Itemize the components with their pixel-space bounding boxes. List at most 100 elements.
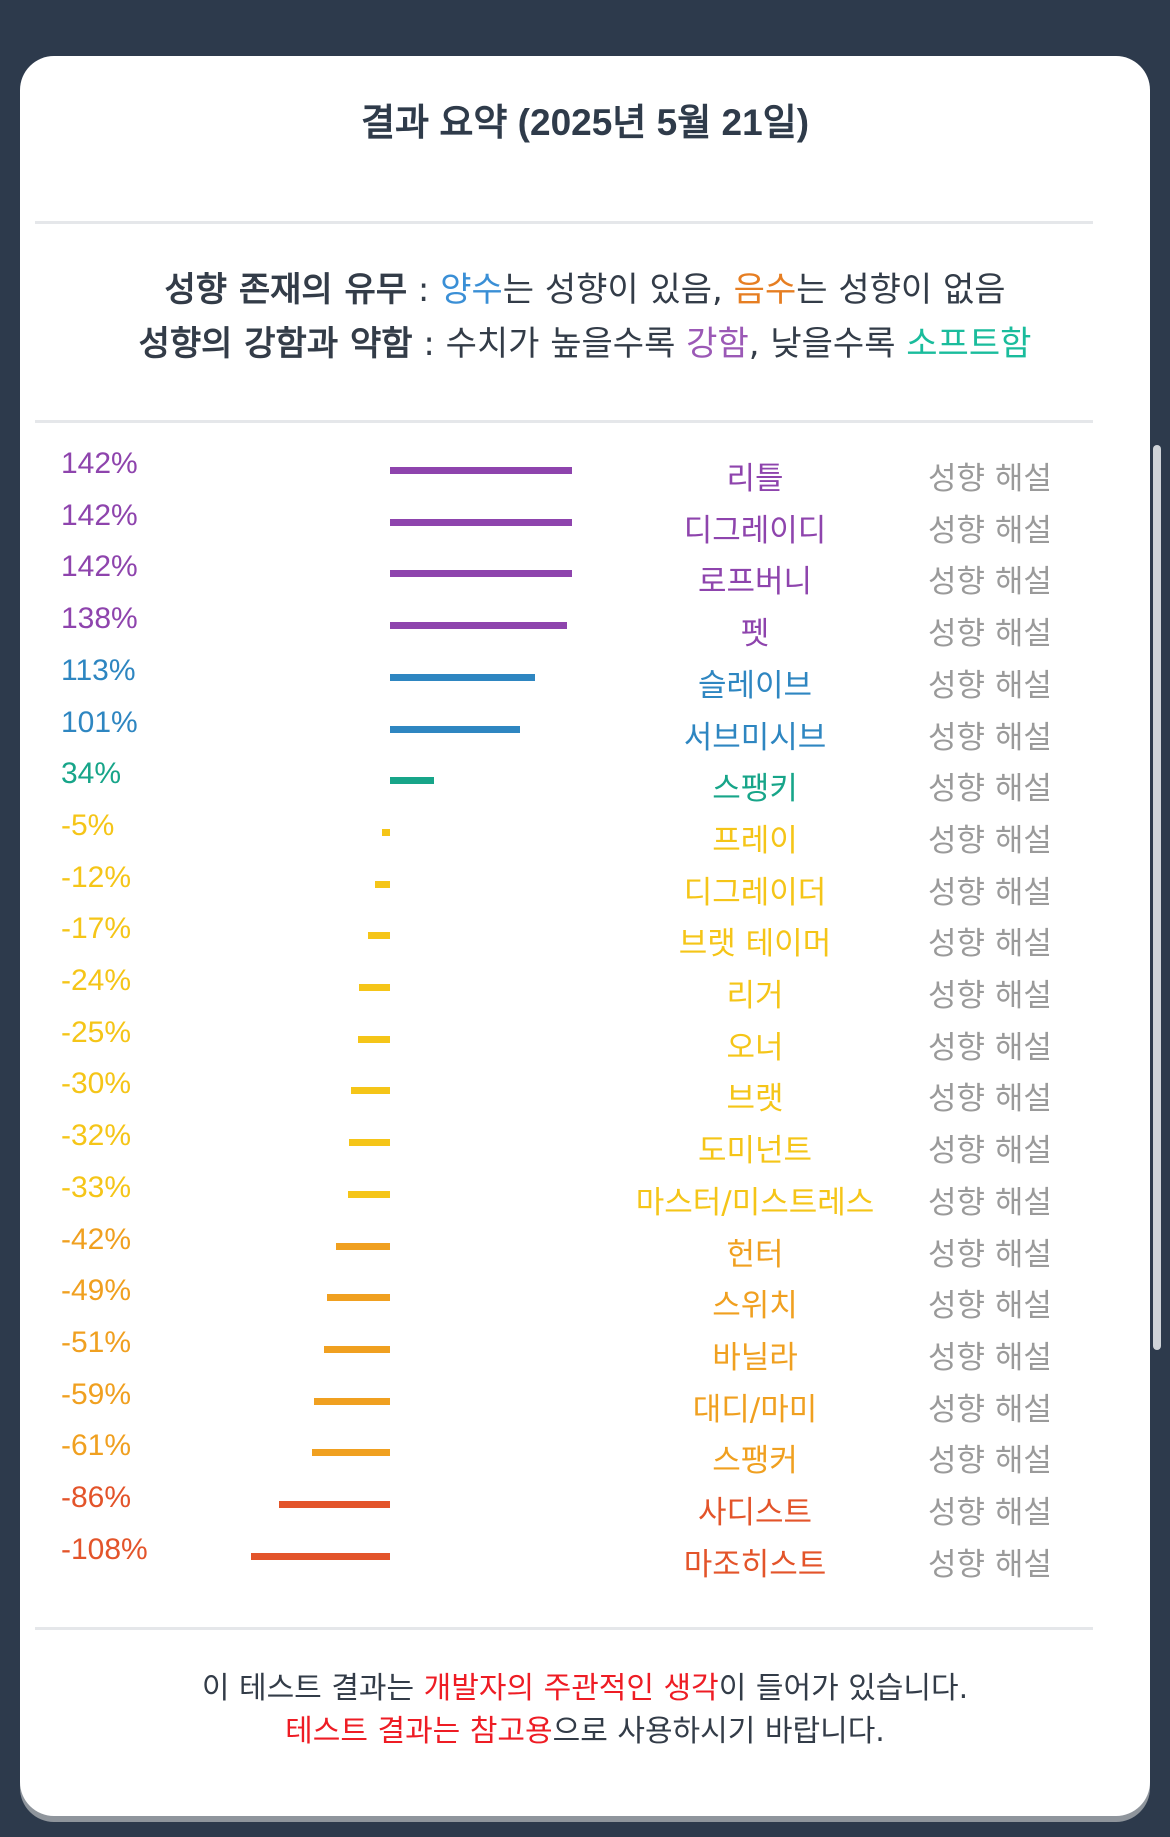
value-label: -108%	[61, 1532, 148, 1566]
description-link[interactable]: 성향 해설	[928, 1184, 1052, 1221]
category-label: 리거	[726, 978, 784, 1014]
footer-line-2: 테스트 결과는 참고용으로 사용하시기 바랍니다.	[0, 1710, 1170, 1753]
scrollbar[interactable]	[1153, 445, 1161, 1350]
footer-highlight: 개발자의 주관적인 생각	[423, 1671, 719, 1706]
description-link[interactable]: 성향 해설	[928, 1288, 1052, 1325]
description-link[interactable]: 성향 해설	[928, 926, 1052, 963]
value-label: -49%	[61, 1274, 132, 1308]
bar	[390, 518, 573, 526]
category-label: 브랫	[726, 1081, 784, 1118]
chart-row: 142% 리틀 성향 해설	[0, 447, 1170, 499]
description-link[interactable]: 성향 해설	[928, 512, 1052, 549]
bar	[374, 880, 390, 888]
description-link[interactable]: 성향 해설	[928, 1443, 1052, 1480]
description-link[interactable]: 성향 해설	[928, 771, 1052, 808]
value-label: 142%	[61, 498, 138, 532]
description-link[interactable]: 성향 해설	[928, 978, 1052, 1014]
footer-highlight: 테스트 결과는 참고용	[285, 1714, 553, 1749]
description-link[interactable]: 성향 해설	[928, 1495, 1052, 1531]
category-label: 마조히스트	[683, 1546, 827, 1583]
chart-row: -12% 디그레이더 성향 해설	[0, 861, 1170, 913]
bar	[251, 1552, 390, 1560]
description-link[interactable]: 성향 해설	[928, 667, 1052, 704]
chart-row: -49% 스위치 성향 해설	[0, 1274, 1170, 1326]
chart-row: -51% 바닐라 성향 해설	[0, 1326, 1170, 1378]
value-label: 138%	[61, 602, 138, 636]
legend-text: 는 성향이 있음,	[502, 270, 734, 310]
value-label: -86%	[61, 1481, 132, 1514]
category-label: 프레이	[712, 822, 798, 859]
description-link[interactable]: 성향 해설	[928, 1133, 1052, 1170]
description-link[interactable]: 성향 해설	[928, 461, 1052, 497]
legend-text: 수치가 높을수록	[445, 324, 687, 364]
category-label: 도미넌트	[697, 1133, 813, 1170]
value-label: 113%	[61, 653, 136, 687]
description-link[interactable]: 성향 해설	[928, 1546, 1052, 1583]
description-link[interactable]: 성향 해설	[928, 719, 1052, 756]
value-label: -32%	[61, 1119, 132, 1153]
description-link[interactable]: 성향 해설	[928, 1081, 1052, 1118]
legend-sep: :	[407, 270, 441, 310]
category-label: 바닐라	[712, 1339, 798, 1376]
result-card	[20, 56, 1150, 1816]
category-label: 서브미시브	[683, 719, 827, 756]
bar	[327, 1294, 390, 1302]
description-link[interactable]: 성향 해설	[928, 616, 1052, 653]
bar	[368, 932, 390, 940]
chart-row: -59% 대디/마미 성향 해설	[0, 1378, 1170, 1430]
legend-key-strength: 성향의 강함과 약함	[138, 324, 413, 364]
chart-row: -5% 프레이 성향 해설	[0, 809, 1170, 861]
legend-line-1: 성향 존재의 유무 : 양수는 성향이 있음, 음수는 성향이 없음	[0, 262, 1170, 311]
legend-positive: 양수	[440, 270, 503, 310]
bar	[359, 984, 390, 991]
footer-line-1: 이 테스트 결과는 개발자의 주관적인 생각이 들어가 있습니다.	[0, 1667, 1170, 1710]
chart-row: 142% 디그레이디 성향 해설	[0, 499, 1170, 551]
chart-row: -17% 브랫 테이머 성향 해설	[0, 912, 1170, 964]
description-link[interactable]: 성향 해설	[928, 874, 1052, 911]
footer-text: 이 테스트 결과는	[201, 1671, 424, 1706]
chart-row: -61% 스팽커 성향 해설	[0, 1429, 1170, 1481]
divider-bottom	[35, 1627, 1093, 1630]
category-label: 펫	[740, 616, 770, 653]
value-label: -51%	[61, 1325, 132, 1359]
chart-row: 34% 스팽키 성향 해설	[0, 757, 1170, 809]
bar	[390, 467, 573, 474]
chart-row: 138% 펫 성향 해설	[0, 602, 1170, 654]
value-label: -59%	[61, 1377, 132, 1411]
value-label: -25%	[61, 1015, 132, 1049]
chart-row: -33% 마스터/미스트레스 성향 해설	[0, 1171, 1170, 1223]
category-label: 리틀	[726, 461, 784, 497]
bar	[390, 777, 434, 785]
category-label: 오너	[726, 1029, 784, 1066]
bar	[279, 1501, 390, 1508]
chart-row: -42% 헌터 성향 해설	[0, 1223, 1170, 1275]
description-link[interactable]: 성향 해설	[928, 564, 1052, 601]
value-label: -30%	[61, 1067, 132, 1101]
chart-row: -25% 오너 성향 해설	[0, 1016, 1170, 1068]
legend-negative: 음수	[733, 270, 797, 310]
description-link[interactable]: 성향 해설	[928, 1236, 1052, 1273]
legend-text: 는 성향이 없음	[796, 270, 1006, 310]
value-label: -12%	[61, 860, 132, 894]
footer-note: 이 테스트 결과는 개발자의 주관적인 생각이 들어가 있습니다. 테스트 결과…	[0, 1667, 1170, 1753]
category-label: 스팽키	[712, 771, 798, 808]
chart-row: 101% 서브미시브 성향 해설	[0, 706, 1170, 758]
value-label: -17%	[61, 912, 132, 946]
legend-soft: 소프트함	[906, 324, 1032, 364]
value-label: -42%	[61, 1222, 132, 1256]
bar	[390, 570, 573, 578]
page-title: 결과 요약 (2025년 5월 21일)	[360, 102, 810, 143]
category-label: 대디/마미	[692, 1391, 818, 1428]
chart-row: -86% 사디스트 성향 해설	[0, 1481, 1170, 1533]
bar	[390, 622, 568, 630]
description-link[interactable]: 성향 해설	[928, 1339, 1052, 1376]
bar	[382, 828, 390, 836]
description-link[interactable]: 성향 해설	[928, 1391, 1052, 1428]
bar	[311, 1449, 390, 1457]
bar	[390, 673, 536, 681]
footer-text: 이 들어가 있습니다.	[718, 1671, 969, 1706]
description-link[interactable]: 성향 해설	[928, 1029, 1052, 1066]
value-label: 34%	[61, 757, 122, 791]
bar	[347, 1190, 390, 1198]
description-link[interactable]: 성향 해설	[928, 822, 1052, 859]
